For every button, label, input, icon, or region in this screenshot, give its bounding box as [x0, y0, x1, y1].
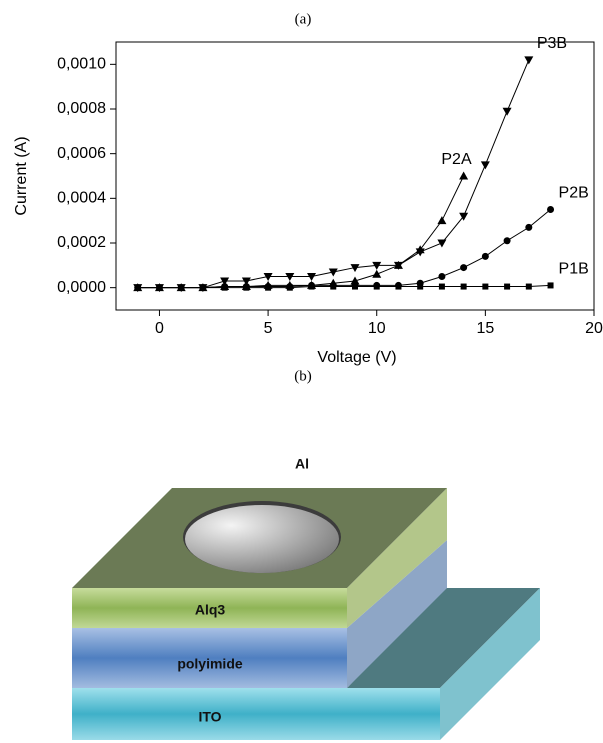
y-tick-label: 0,0010 — [57, 56, 106, 73]
marker — [437, 239, 447, 248]
y-tick-label: 0,0002 — [57, 234, 106, 251]
marker — [198, 284, 208, 293]
series-label: P3B — [537, 35, 567, 52]
marker — [241, 277, 251, 286]
layer-label: Al — [295, 456, 309, 472]
series-label: P1B — [559, 261, 589, 278]
marker — [372, 261, 382, 270]
al-electrode — [185, 505, 339, 573]
marker — [459, 212, 469, 221]
ito-top — [347, 588, 540, 688]
alq3-side — [347, 488, 447, 628]
alq3-front — [72, 588, 347, 628]
marker — [350, 264, 360, 273]
marker — [502, 107, 512, 116]
marker — [328, 268, 338, 277]
marker — [133, 284, 143, 293]
marker — [460, 283, 467, 290]
plot-frame — [115, 41, 595, 311]
panel-label: (a) — [295, 11, 312, 27]
marker — [438, 273, 446, 280]
marker — [307, 280, 317, 289]
marker — [504, 283, 511, 290]
x-axis-label: Voltage (V) — [317, 349, 396, 366]
marker — [393, 261, 403, 270]
series-line — [137, 209, 551, 289]
marker — [220, 282, 230, 291]
plot: 0 5 10 15 20 0,0000 0,0002 0,0004 0,0006 0,0008 0,… — [57, 35, 603, 337]
series-line — [137, 59, 530, 289]
y-tick-label: 0,0000 — [57, 279, 106, 296]
y-tick-label: 0,0008 — [57, 100, 106, 117]
marker — [459, 171, 469, 180]
marker — [285, 280, 295, 289]
marker — [372, 269, 382, 278]
marker — [241, 282, 251, 291]
marker — [415, 248, 425, 257]
marker — [525, 223, 533, 231]
marker — [438, 283, 445, 290]
x-tick-label: 0 — [155, 320, 164, 337]
x-tick-label: 20 — [585, 320, 603, 337]
polyimide-side — [347, 540, 447, 688]
y-tick-label: 0,0004 — [57, 190, 106, 207]
marker — [350, 276, 360, 285]
marker — [547, 206, 555, 213]
marker — [373, 281, 381, 289]
marker — [263, 280, 273, 289]
polyimide-front — [72, 628, 347, 688]
marker — [416, 279, 424, 287]
marker — [524, 56, 534, 65]
marker — [394, 281, 402, 289]
ito-front — [72, 688, 440, 740]
series-label: P2A — [441, 151, 472, 168]
x-tick-label: 15 — [476, 320, 494, 337]
marker — [176, 284, 186, 293]
marker — [437, 216, 447, 225]
layer-label: polyimide — [177, 656, 243, 672]
device-diagram — [72, 488, 540, 740]
series-label: P2B — [559, 185, 589, 202]
marker — [307, 273, 317, 281]
layer-label: Alq3 — [195, 602, 226, 618]
marker — [482, 283, 489, 290]
panel-label: (b) — [294, 368, 312, 384]
y-tick-label: 0,0006 — [57, 145, 106, 162]
marker — [525, 283, 532, 290]
y-axis-label: Current (A) — [13, 136, 30, 215]
x-tick-label: 10 — [368, 320, 386, 337]
marker — [480, 161, 490, 170]
x-tick-label: 5 — [264, 320, 273, 337]
marker — [547, 282, 554, 289]
marker — [460, 264, 468, 272]
series-line — [137, 175, 465, 289]
marker — [263, 273, 273, 281]
marker — [481, 252, 489, 260]
marker — [285, 273, 295, 281]
marker — [220, 277, 230, 286]
marker — [154, 284, 164, 293]
layer-label: ITO — [198, 709, 221, 725]
marker — [328, 278, 338, 287]
marker — [503, 237, 511, 245]
ito-side — [440, 588, 540, 740]
